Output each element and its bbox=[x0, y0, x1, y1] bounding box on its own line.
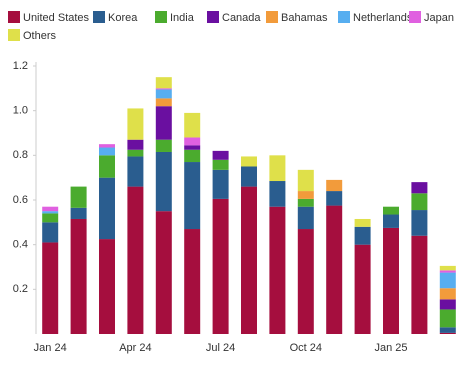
bar-segment bbox=[42, 222, 59, 243]
bar-segment bbox=[383, 214, 399, 228]
legend-label: Bahamas bbox=[281, 12, 328, 24]
y-tick-label: 0.4 bbox=[13, 239, 28, 251]
bar-segment bbox=[184, 112, 201, 138]
bar-segment bbox=[241, 186, 257, 334]
bar-segment bbox=[127, 108, 144, 140]
y-tick-label: 0.8 bbox=[13, 149, 28, 161]
bar-segment bbox=[297, 206, 314, 230]
legend-label: Japan bbox=[424, 12, 454, 24]
bar-segment bbox=[127, 186, 144, 334]
y-tick-label: 0.2 bbox=[13, 283, 28, 295]
bar-segment bbox=[127, 139, 144, 150]
bar-segment bbox=[411, 193, 428, 211]
bar-segment bbox=[70, 218, 87, 334]
bar-segment bbox=[269, 181, 286, 207]
bar-segment bbox=[99, 144, 115, 148]
bar-segment bbox=[155, 89, 172, 99]
bar-segment bbox=[439, 270, 456, 273]
bar-segment bbox=[212, 169, 229, 199]
bar-segment bbox=[155, 151, 172, 212]
bar-segment bbox=[439, 272, 456, 289]
legend-label: India bbox=[170, 12, 195, 24]
bar-segment bbox=[70, 207, 87, 219]
bar-segment bbox=[42, 206, 59, 212]
bar-segment bbox=[212, 150, 229, 160]
y-tick-label: 1.0 bbox=[13, 105, 28, 117]
legend-swatch bbox=[155, 11, 167, 23]
bar-segment bbox=[184, 137, 201, 146]
bar-segment bbox=[411, 210, 428, 236]
legend-label: Others bbox=[23, 30, 57, 42]
bar-segment bbox=[99, 147, 115, 156]
bar-segment bbox=[269, 206, 286, 334]
legend-label: Netherlands bbox=[353, 12, 413, 24]
y-tick-label: 0.6 bbox=[13, 194, 28, 206]
bar-segment bbox=[439, 288, 456, 300]
x-tick-label: Oct 24 bbox=[290, 342, 322, 354]
bar-segment bbox=[212, 198, 229, 334]
bar-segment bbox=[127, 149, 144, 157]
legend-label: Korea bbox=[108, 12, 138, 24]
legend-label: United States bbox=[23, 12, 90, 24]
x-tick-label: Jan 24 bbox=[34, 342, 67, 354]
y-tick-label: 1.2 bbox=[13, 60, 28, 72]
bar-segment bbox=[155, 88, 172, 90]
bar-segment bbox=[241, 166, 257, 187]
x-tick-label: Apr 24 bbox=[119, 342, 151, 354]
bar-segment bbox=[297, 198, 314, 207]
bar-segment bbox=[326, 191, 343, 206]
legend-label: Canada bbox=[222, 12, 261, 24]
bar-segment bbox=[411, 182, 428, 194]
x-tick-label: Jul 24 bbox=[206, 342, 235, 354]
legend-swatch bbox=[409, 11, 421, 23]
bar-segment bbox=[212, 159, 229, 170]
bar-segment bbox=[155, 98, 172, 107]
legend-swatch bbox=[338, 11, 350, 23]
bar-segment bbox=[297, 191, 314, 199]
legend-swatch bbox=[93, 11, 105, 23]
bar-segment bbox=[439, 265, 456, 271]
bar-segment bbox=[326, 205, 343, 334]
legend-swatch bbox=[207, 11, 219, 23]
x-tick-label: Jan 25 bbox=[374, 342, 407, 354]
bar-segment bbox=[383, 206, 399, 215]
bar-segment bbox=[411, 235, 428, 334]
bar-segment bbox=[42, 213, 59, 223]
bar-segment bbox=[127, 156, 144, 187]
bar-segment bbox=[439, 299, 456, 310]
bar-segment bbox=[184, 149, 201, 163]
bar-segment bbox=[297, 229, 314, 334]
bar-segment bbox=[241, 156, 257, 167]
legend-swatch bbox=[8, 29, 20, 41]
bar-segment bbox=[184, 162, 201, 230]
bar-segment bbox=[99, 177, 115, 240]
bar-segment bbox=[383, 227, 399, 334]
bar-segment bbox=[42, 242, 59, 334]
bar-segment bbox=[184, 229, 201, 334]
bar-segment bbox=[354, 226, 371, 245]
bar-segment bbox=[42, 211, 59, 214]
bar-segment bbox=[439, 327, 456, 333]
bar-segment bbox=[439, 332, 456, 334]
bar-segment bbox=[70, 186, 87, 208]
bar-segment bbox=[155, 77, 172, 89]
bar-segment bbox=[354, 244, 371, 334]
bar-segment bbox=[99, 239, 115, 334]
bar-segment bbox=[99, 155, 115, 178]
bar-segment bbox=[354, 218, 371, 227]
bar-segment bbox=[155, 106, 172, 140]
legend-swatch bbox=[266, 11, 278, 23]
bar-segment bbox=[297, 169, 314, 192]
bar-segment bbox=[155, 211, 172, 334]
bar-segment bbox=[184, 145, 201, 150]
bar-segment bbox=[439, 309, 456, 328]
bar-segment bbox=[155, 139, 172, 152]
bar-segment bbox=[269, 155, 286, 182]
legend-swatch bbox=[8, 11, 20, 23]
bar-segment bbox=[326, 179, 343, 192]
